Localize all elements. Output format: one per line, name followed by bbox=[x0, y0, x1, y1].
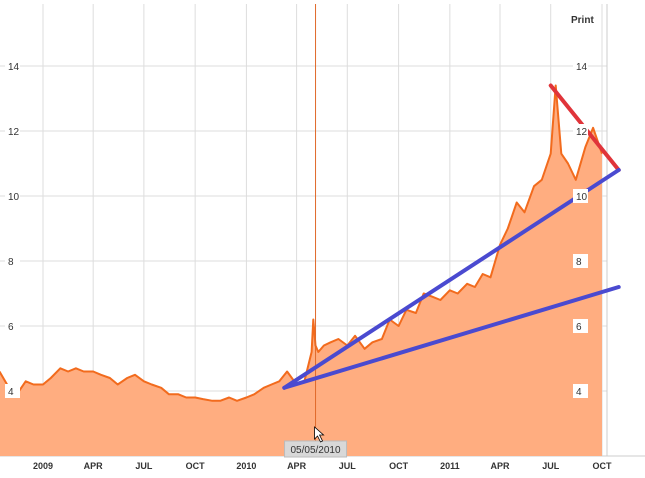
price-area bbox=[0, 85, 602, 456]
x-tick-label: 2010 bbox=[236, 461, 256, 471]
y-tick-label-right: 8 bbox=[576, 257, 582, 268]
x-tick-label: APR bbox=[491, 461, 511, 471]
y-tick-label-bg-right bbox=[573, 59, 588, 73]
y-tick-label-bg-left bbox=[5, 254, 20, 268]
y-tick-label-left: 12 bbox=[8, 127, 20, 138]
y-tick-label-left: 14 bbox=[8, 62, 20, 73]
cursor-date-badge bbox=[284, 440, 348, 458]
y-tick-label-right: 12 bbox=[576, 127, 588, 138]
x-tick-label: OCT bbox=[186, 461, 206, 471]
y-tick-label-bg-left bbox=[5, 319, 20, 333]
y-tick-label-bg-right bbox=[573, 319, 588, 333]
y-tick-label-right: 14 bbox=[576, 62, 588, 73]
mouse-pointer-icon bbox=[314, 426, 325, 443]
y-tick-label-left: 6 bbox=[8, 322, 14, 333]
x-tick-label: OCT bbox=[389, 461, 409, 471]
y-tick-label-left: 10 bbox=[8, 192, 20, 203]
x-tick-label: OCT bbox=[593, 461, 613, 471]
y-tick-label-bg-left bbox=[5, 59, 20, 73]
y-tick-label-left: 8 bbox=[8, 257, 14, 268]
y-tick-label-right: 6 bbox=[576, 322, 582, 333]
support-trendline[interactable] bbox=[282, 168, 621, 390]
x-tick-label: APR bbox=[287, 461, 307, 471]
y-tick-label-bg-right bbox=[573, 124, 588, 138]
x-tick-label: JUL bbox=[135, 461, 153, 471]
support-trendline[interactable] bbox=[282, 285, 621, 390]
y-tick-label-right: 10 bbox=[576, 192, 588, 203]
x-tick-label: 2009 bbox=[33, 461, 53, 471]
y-tick-label-bg-left bbox=[5, 124, 20, 138]
x-tick-labels: 2009 APR JUL OCT 2010 APR JUL OCT 2011 APR JUL OCT bbox=[33, 461, 612, 471]
cursor-date-label: 05/05/2010 bbox=[291, 445, 341, 456]
print-button[interactable]: Print bbox=[571, 15, 594, 26]
y-tick-label-bg-left bbox=[5, 189, 20, 203]
x-tick-label: JUL bbox=[542, 461, 560, 471]
y-tick-label-right: 4 bbox=[576, 387, 582, 398]
cursor-date-layer: 05/05/2010 bbox=[284, 426, 348, 458]
y-tick-label-bg-right bbox=[573, 189, 588, 203]
y-tick-label-bg-left bbox=[5, 384, 20, 398]
x-tick-label: JUL bbox=[339, 461, 357, 471]
price-area-layer bbox=[0, 84, 603, 456]
y-tick-label-bg-right bbox=[573, 254, 588, 268]
y-tick-label-left: 4 bbox=[8, 387, 14, 398]
x-tick-label: 2011 bbox=[440, 461, 460, 471]
x-tick-label: APR bbox=[84, 461, 104, 471]
y-tick-label-bg-right bbox=[573, 384, 588, 398]
y-tick-labels: 4 4 6 6 8 8 10 10 12 12 14 14 bbox=[5, 59, 588, 398]
price-line bbox=[0, 84, 603, 402]
